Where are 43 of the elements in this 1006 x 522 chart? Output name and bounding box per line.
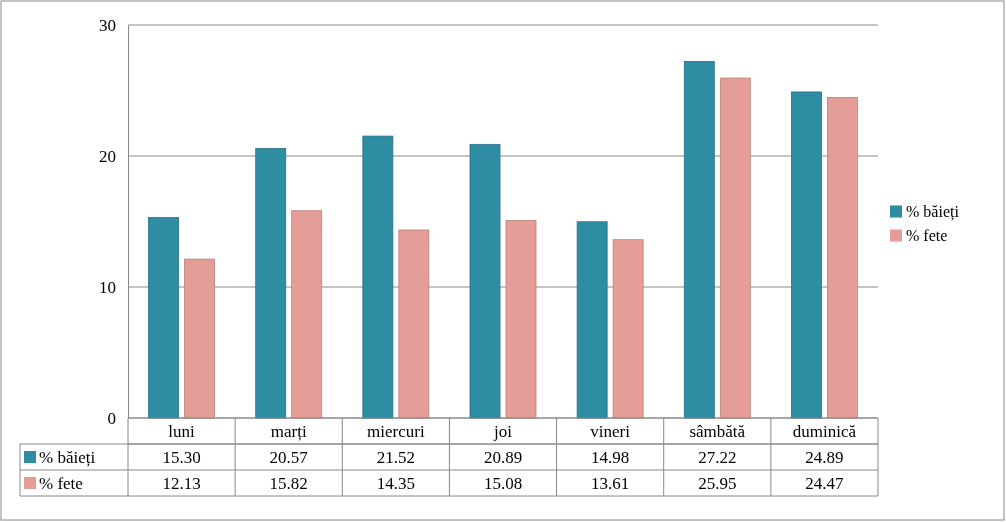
legend-label: % fete bbox=[906, 226, 948, 244]
data-label: 14.98 bbox=[591, 448, 630, 467]
x-tick-label: duminică bbox=[792, 422, 857, 441]
data-label: 27.22 bbox=[698, 448, 737, 467]
data-label: 24.89 bbox=[805, 448, 844, 467]
x-tick-label: miercuri bbox=[367, 422, 425, 441]
bar bbox=[612, 239, 644, 419]
bar bbox=[505, 220, 537, 419]
bar bbox=[827, 97, 858, 419]
bar bbox=[576, 221, 608, 419]
text: % băieți bbox=[906, 202, 959, 220]
bar bbox=[469, 143, 501, 419]
data-label: 13.61 bbox=[591, 474, 630, 493]
y-tick-label: 20 bbox=[99, 146, 116, 166]
data-label: 15.08 bbox=[483, 474, 523, 493]
y-tick-label: 30 bbox=[99, 15, 116, 35]
x-tick-label: marți bbox=[270, 422, 307, 441]
bar bbox=[255, 148, 287, 419]
bar bbox=[683, 61, 715, 419]
x-tick-label: vineri bbox=[590, 422, 631, 441]
y-tick-label: 0 bbox=[107, 408, 116, 428]
data-label: 14.35 bbox=[376, 474, 415, 493]
x-tick-label: joi bbox=[493, 422, 513, 441]
x-tick-label: luni bbox=[168, 422, 196, 441]
x-tick-label: sâmbătă bbox=[689, 422, 746, 441]
text: % fete bbox=[39, 474, 83, 493]
data-label: 20.57 bbox=[269, 448, 309, 467]
data-label: 12.13 bbox=[162, 474, 201, 493]
bar bbox=[398, 229, 430, 419]
bar bbox=[791, 91, 822, 419]
data-label: 15.82 bbox=[269, 474, 308, 493]
data-label: 21.52 bbox=[376, 448, 415, 467]
data-label: 15.30 bbox=[162, 448, 201, 467]
bar bbox=[291, 210, 323, 419]
bar bbox=[719, 77, 751, 419]
data-label: 24.47 bbox=[805, 474, 845, 493]
bar bbox=[184, 258, 215, 419]
bar bbox=[362, 135, 394, 419]
data-label: 20.89 bbox=[483, 448, 523, 467]
y-tick-label: 10 bbox=[99, 277, 116, 297]
legend-label: % băieți bbox=[39, 448, 96, 467]
bar bbox=[148, 217, 179, 419]
data-label: 25.95 bbox=[698, 474, 737, 493]
